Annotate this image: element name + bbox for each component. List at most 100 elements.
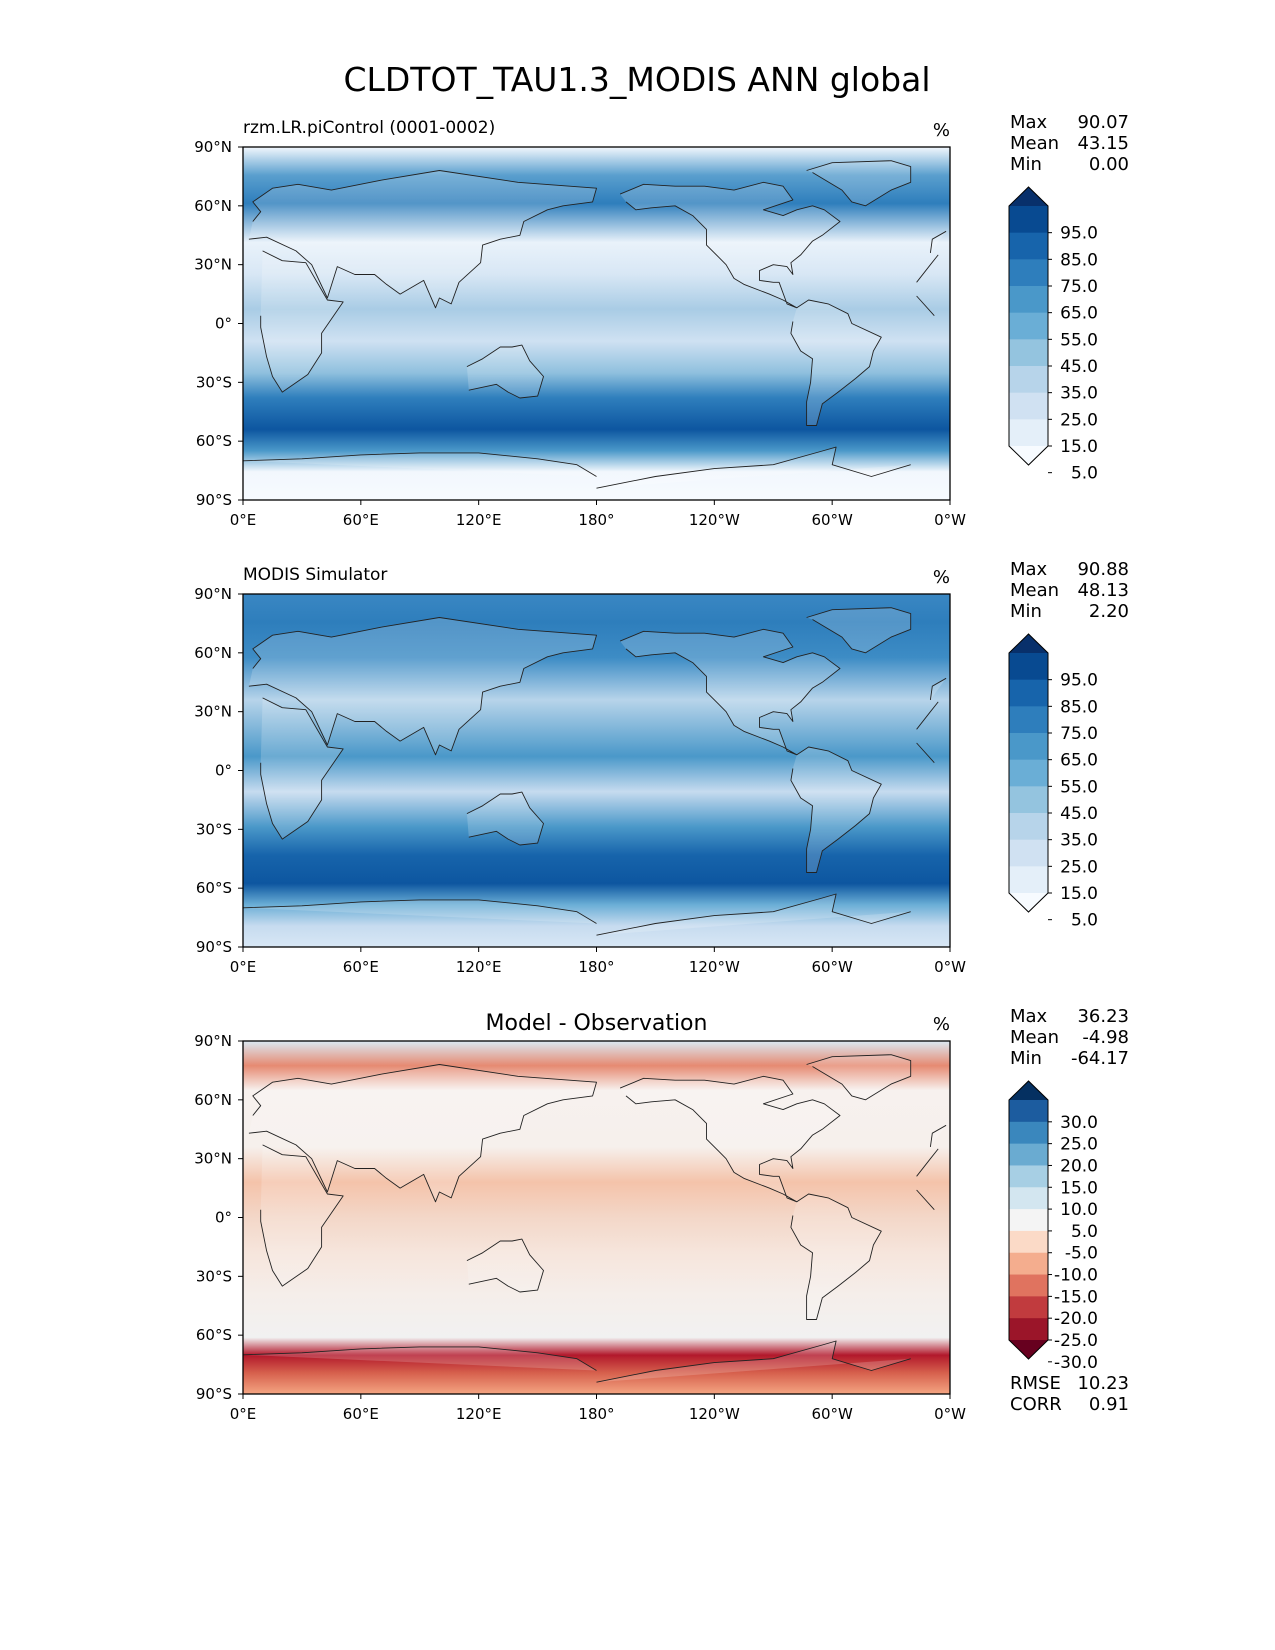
colorbar: 95.0 85.0 75.0 65.0 55.0 45.0 35.0 25.0 15.0 5.0 <box>1008 186 1098 484</box>
panel-title: Model - Observation <box>486 1011 708 1036</box>
map-field <box>243 594 950 947</box>
y-tick-label: 90°S <box>196 491 232 509</box>
colorbar-extend-top <box>1009 187 1048 206</box>
colorbar-segment <box>1009 286 1048 314</box>
colorbar-segment <box>1009 232 1048 260</box>
coastlines <box>242 160 947 489</box>
colorbar-segment <box>1009 366 1048 394</box>
colorbar-segment <box>1009 1121 1048 1145</box>
colorbar-extend-bottom <box>1009 893 1048 912</box>
colorbar-segment <box>1009 1100 1048 1123</box>
coastline-greenland <box>806 1054 912 1101</box>
colorbar-label: 65.0 <box>1060 304 1098 324</box>
colorbar-label: -15.0 <box>1054 1287 1098 1307</box>
y-tick-label: 30°N <box>194 1150 232 1168</box>
coastline-africa <box>916 254 939 283</box>
coastline-australia <box>466 1238 544 1293</box>
coastline-north-america <box>619 628 841 756</box>
x-tick-label: 0°E <box>230 958 257 976</box>
panels: 0°E 60°E 120°E 180° 120°W 60°W 0°W 90°N 60°N 30°N… <box>194 112 1129 1423</box>
coastlines <box>242 1054 947 1383</box>
map-field <box>243 1041 950 1394</box>
colorbar-segment <box>1009 813 1048 841</box>
units-label: % <box>933 567 950 588</box>
colorbar-segment <box>1009 733 1048 761</box>
colorbar-label: -5.0 <box>1065 1244 1098 1264</box>
y-tick-label: 90°N <box>194 585 232 603</box>
x-tick-label: 120°W <box>689 511 740 529</box>
colorbar-label: 35.0 <box>1060 384 1098 404</box>
colorbar-label: 25.0 <box>1060 1135 1098 1155</box>
x-tick-label: 0°W <box>934 958 966 976</box>
stat-label-max: Max <box>1010 1006 1048 1027</box>
colorbar-label: 85.0 <box>1060 697 1098 717</box>
figure-title: CLDTOT_TAU1.3_MODIS ANN global <box>343 60 930 99</box>
colorbar-segment <box>1009 839 1048 867</box>
stat-value-max: 90.88 <box>1077 559 1129 580</box>
colorbar-segment <box>1009 1187 1048 1210</box>
coastline-antarctica <box>242 1346 597 1371</box>
x-tick-label: 180° <box>578 511 614 529</box>
panel-title: MODIS Simulator <box>243 565 387 585</box>
colorbar-extend-bottom <box>1009 446 1048 465</box>
stat-value-mean: -4.98 <box>1082 1027 1129 1048</box>
stat-label-min: Min <box>1010 601 1042 622</box>
coastline-greenland <box>806 607 912 654</box>
colorbar-label: 15.0 <box>1060 1178 1098 1198</box>
colorbar-segment <box>1009 206 1048 234</box>
coastline-greenland <box>806 160 912 207</box>
stat-label-max: Max <box>1010 559 1048 580</box>
coastline-africa <box>260 250 344 393</box>
metric-label-rmse: RMSE <box>1010 1373 1061 1394</box>
colorbar-segment <box>1009 759 1048 787</box>
colorbar-segment <box>1009 312 1048 340</box>
coastline-africa <box>916 1189 935 1211</box>
colorbar-extend-top <box>1009 634 1048 653</box>
colorbar-label: -25.0 <box>1054 1331 1098 1351</box>
stat-label-mean: Mean <box>1010 133 1059 154</box>
metric-label-corr: CORR <box>1010 1394 1062 1415</box>
colorbar-label: 25.0 <box>1060 410 1098 430</box>
colorbar: 95.0 85.0 75.0 65.0 55.0 45.0 35.0 25.0 15.0 5.0 <box>1008 633 1098 931</box>
x-tick-label: 180° <box>578 958 614 976</box>
y-tick-label: 30°S <box>196 1267 232 1285</box>
coastline-africa <box>260 1144 344 1287</box>
colorbar-segment <box>1009 1296 1048 1319</box>
coastline-south-america <box>790 1193 882 1320</box>
stat-value-min: 0.00 <box>1089 154 1129 175</box>
panel-2: 0°E 60°E 120°E 180° 120°W 60°W 0°W 90°N 60°N 30°N… <box>194 559 1129 976</box>
colorbar-label: 85.0 <box>1060 250 1098 270</box>
coastline-africa <box>916 295 935 317</box>
x-tick-label: 0°E <box>230 1405 257 1423</box>
stat-label-max: Max <box>1010 112 1048 133</box>
y-tick-label: 60°N <box>194 1091 232 1109</box>
colorbar-label: 5.0 <box>1071 1222 1098 1242</box>
x-tick-label: 120°E <box>456 1405 502 1423</box>
y-tick-label: 60°S <box>196 879 232 897</box>
x-tick-label: 180° <box>578 1405 614 1423</box>
coastline-africa <box>916 1148 939 1177</box>
panel-title: rzm.LR.piControl (0001-0002) <box>243 118 495 138</box>
coastline-europe-asia <box>248 617 597 756</box>
colorbar-label: 25.0 <box>1060 857 1098 877</box>
colorbar-segment <box>1009 259 1048 287</box>
coastline-europe-asia <box>929 230 947 253</box>
colorbar-segment <box>1009 679 1048 707</box>
coastline-north-america <box>619 181 841 309</box>
x-tick-label: 120°E <box>456 511 502 529</box>
y-tick-label: 0° <box>215 762 232 780</box>
stat-label-mean: Mean <box>1010 580 1059 601</box>
coastline-australia <box>466 791 544 846</box>
colorbar-label: -10.0 <box>1054 1266 1098 1286</box>
coastline-south-america <box>790 299 882 426</box>
units-label: % <box>933 120 950 141</box>
colorbar-label: 35.0 <box>1060 831 1098 851</box>
x-tick-label: 120°W <box>689 958 740 976</box>
colorbar-extend-top <box>1009 1081 1048 1100</box>
colorbar-label: 20.0 <box>1060 1156 1098 1176</box>
colorbar-segment <box>1009 1318 1048 1341</box>
colorbar-label: 15.0 <box>1060 884 1098 904</box>
colorbar-label: 55.0 <box>1060 777 1098 797</box>
panel-1: 0°E 60°E 120°E 180° 120°W 60°W 0°W 90°N 60°N 30°N… <box>194 112 1129 529</box>
colorbar-label: 75.0 <box>1060 724 1098 744</box>
